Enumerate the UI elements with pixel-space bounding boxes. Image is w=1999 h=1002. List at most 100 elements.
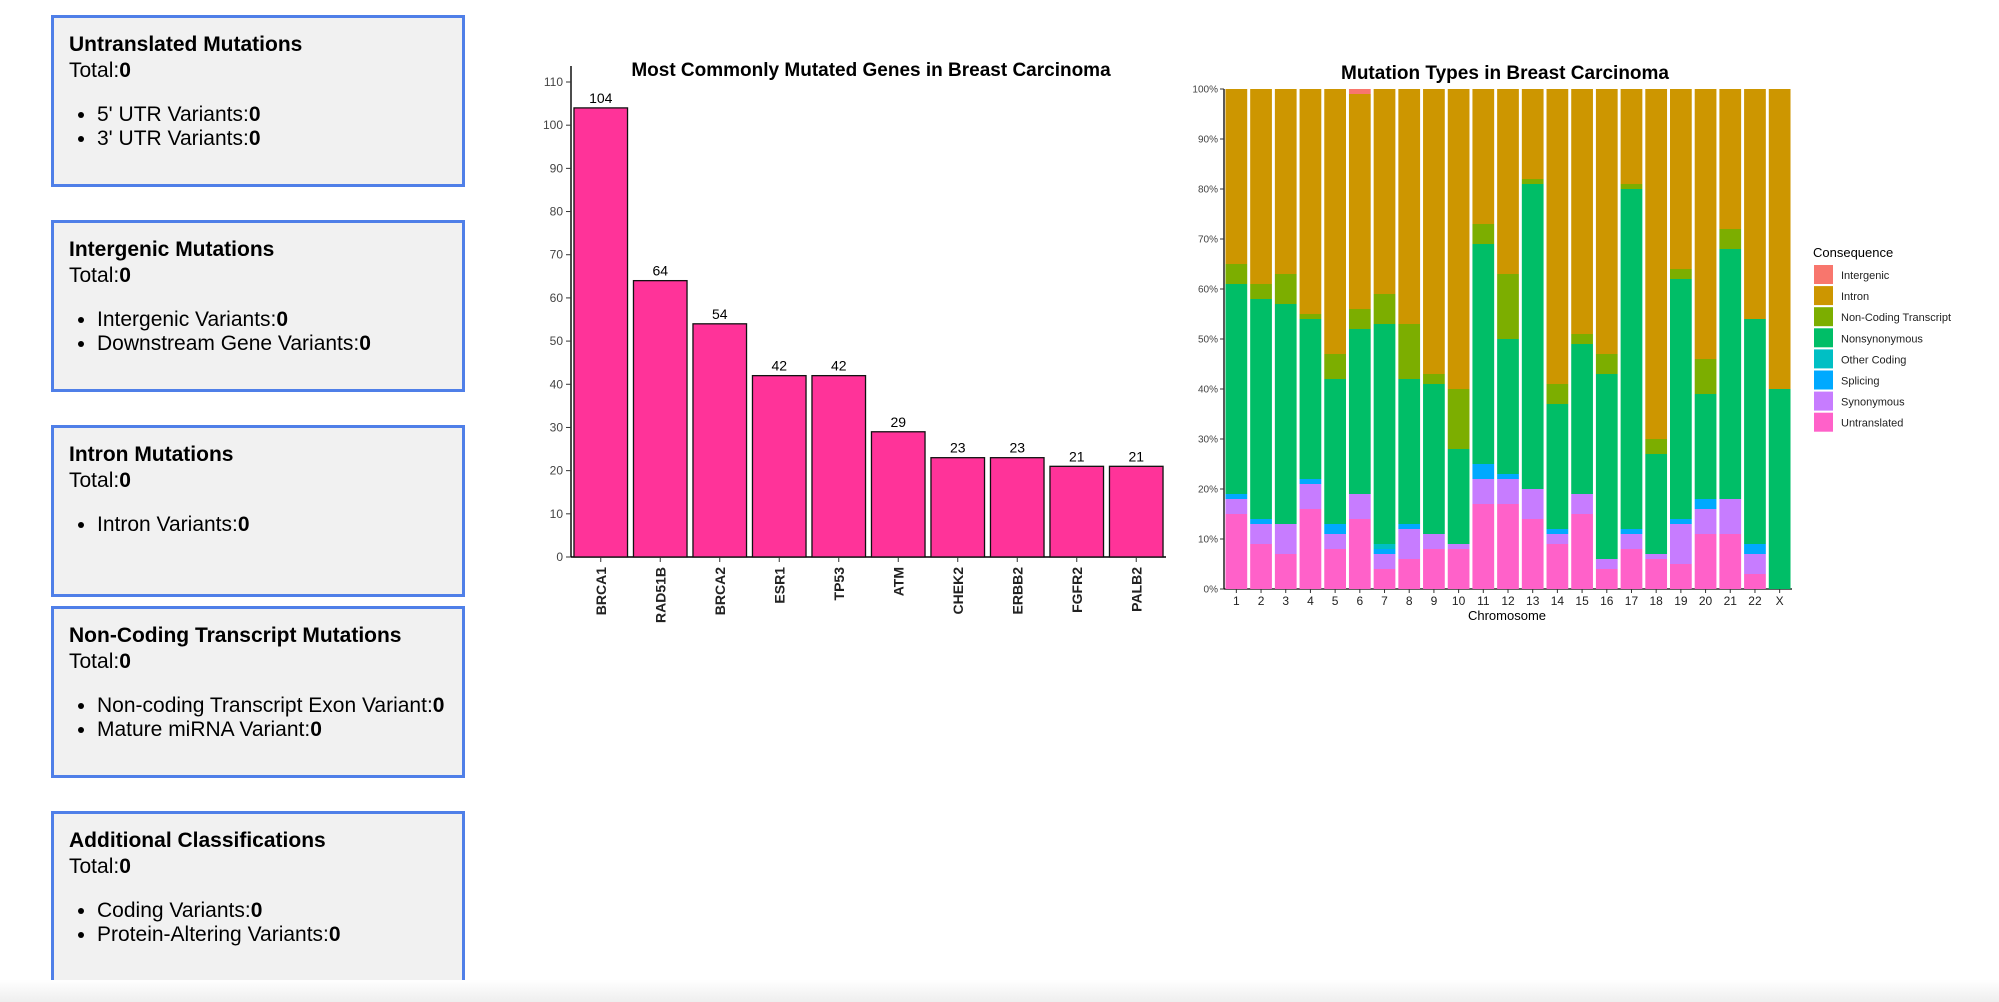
segment-chr7-intron [1373,89,1396,294]
segment-chr22-intron [1744,89,1766,319]
x-tick-label: 22 [1748,594,1762,608]
segment-chr2-untranslated [1250,544,1272,589]
segment-chr10-synonymous [1447,544,1470,549]
segment-chr20-untranslated [1694,534,1717,589]
segment-chr3-synonymous [1274,524,1297,554]
segment-chr17-synonymous [1620,534,1643,549]
segment-chr15-untranslated [1571,514,1593,589]
segment-chr2-non-coding-transcript [1250,284,1272,299]
x-tick-label: 13 [1526,594,1540,608]
segment-chr20-non-coding-transcript [1694,359,1717,394]
segment-chr6-intergenic [1348,89,1371,94]
legend-swatch [1814,391,1833,411]
segment-chr2-synonymous [1250,524,1272,544]
y-tick-label: 30 [550,420,564,434]
segment-chr21-nonsynonymous [1719,249,1742,499]
segment-chr11-untranslated [1472,504,1495,589]
segment-chr8-splicing [1398,524,1421,529]
untranslated-mutations-card: Untranslated Mutations Total:0 5' UTR Va… [51,15,465,187]
legend-swatch [1814,307,1833,327]
non-coding-transcript-mutations-card: Non-Coding Transcript Mutations Total:0 … [51,606,465,778]
segment-chr14-intron [1546,89,1569,384]
x-tick-label: 12 [1501,594,1515,608]
card-total: Total:0 [69,59,131,82]
segment-chr22-synonymous [1744,554,1766,574]
x-tick-label: FGFR2 [1069,567,1085,613]
y-tick-label: 20 [550,464,564,478]
segment-chr18-untranslated [1645,559,1668,589]
segment-chr11-intron [1472,89,1495,224]
segment-chr18-nonsynonymous [1645,454,1668,554]
legend-swatch [1814,412,1833,432]
segment-chr1-splicing [1225,494,1248,499]
gene-chart-title: Most Commonly Mutated Genes in Breast Ca… [631,60,1111,81]
y-tick-label: 30% [1198,435,1218,446]
x-tick-label: 6 [1356,594,1363,608]
segment-chr7-splicing [1373,549,1396,554]
segment-chr7-nonsynonymous [1373,324,1396,544]
segment-chr5-non-coding-transcript [1324,354,1346,379]
list-item: Non-coding Transcript Exon Variant:0 [97,694,462,718]
segment-chr11-splicing [1472,464,1495,479]
x-tick-label: 17 [1625,594,1639,608]
card-title: Additional Classifications [69,829,326,852]
card-list: Non-coding Transcript Exon Variant:0 Mat… [69,694,462,742]
gene-bar-chart: 0 10 20 30 40 50 60 70 80 90 100 110 104 BRCA1 64 RAD51… [543,66,1166,623]
legend-title: Consequence [1813,245,1893,260]
bar-value-label: 21 [1128,448,1144,464]
segment-chr4-nonsynonymous [1299,319,1322,479]
legend-label: Non-Coding Transcript [1841,312,1951,324]
x-tick-label: X [1776,594,1784,608]
segment-chr11-nonsynonymous [1472,244,1495,464]
segment-chr7-non-coding-transcript [1373,294,1396,324]
y-tick-label: 50% [1198,335,1218,346]
segment-chr16-nonsynonymous [1595,374,1618,559]
y-tick-label: 80% [1198,185,1218,196]
mutation-types-chart-title: Mutation Types in Breast Carcinoma [1341,63,1669,84]
card-list: 5' UTR Variants:0 3' UTR Variants:0 [69,103,462,151]
bar-value-label: 104 [589,90,613,106]
legend-swatch [1814,286,1833,306]
y-tick-label: 0% [1204,585,1219,596]
legend-label: Untranslated [1841,418,1903,430]
bar-value-label: 54 [712,306,728,322]
segment-chr5-untranslated [1324,549,1346,589]
y-tick-label: 90% [1198,135,1218,146]
y-tick-label: 10% [1198,535,1218,546]
x-tick-label: 8 [1406,594,1413,608]
x-tick-label: 14 [1551,594,1565,608]
segment-chr8-synonymous [1398,529,1421,559]
mutation-types-stacked-chart: 0%10%20%30%40%50%60%70%80%90%100%1 2 3 4 5 6 7… [1192,85,1792,608]
segment-chr5-nonsynonymous [1324,379,1346,524]
list-item: Intergenic Variants:0 [97,308,462,332]
segment-chr21-synonymous [1719,499,1742,534]
segment-chr22-splicing [1744,544,1766,554]
segment-chr13-synonymous [1521,489,1544,519]
y-tick-label: 110 [544,75,563,89]
legend-label: Nonsynonymous [1841,333,1923,345]
segment-chr20-nonsynonymous [1694,394,1717,499]
x-tick-label: 20 [1699,594,1713,608]
segment-chr16-synonymous [1595,559,1618,569]
x-tick-label: 5 [1332,594,1339,608]
y-tick-label: 50 [550,334,564,348]
y-tick-label: 60 [550,291,564,305]
segment-chr13-non-coding-transcript [1521,179,1544,184]
segment-chr16-non-coding-transcript [1595,354,1618,374]
segment-chr8-untranslated [1398,559,1421,589]
segment-chr3-non-coding-transcript [1274,274,1297,304]
segment-chr12-untranslated [1497,504,1519,589]
legend-swatch [1814,370,1833,390]
segment-chr8-nonsynonymous [1398,379,1421,524]
x-tick-label: CHEK2 [950,567,966,615]
x-tick-label: BRCA2 [712,567,728,615]
segment-chr12-synonymous [1497,479,1519,504]
segment-chr19-non-coding-transcript [1670,269,1692,279]
segment-chr16-untranslated [1595,569,1618,589]
card-total: Total:0 [69,264,131,287]
segment-chr15-nonsynonymous [1571,344,1593,494]
segment-chr9-synonymous [1423,534,1445,549]
segment-chr11-non-coding-transcript [1472,224,1495,244]
segment-chr19-intron [1670,89,1692,269]
segment-chr2-splicing [1250,519,1272,524]
